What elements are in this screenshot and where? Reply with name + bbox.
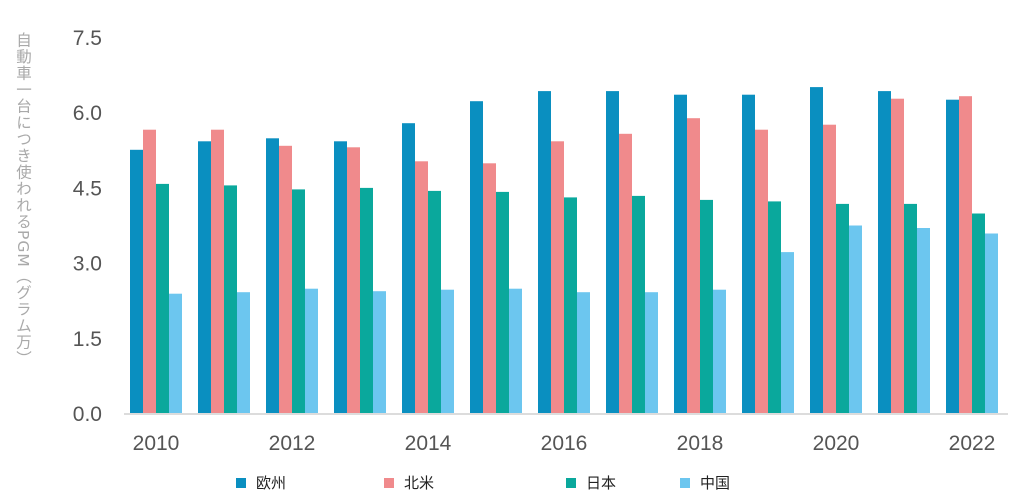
bar-中国-2013[interactable] xyxy=(373,291,386,413)
bar-chart: 0.01.53.04.56.07.5 2010 2012 2014 2016 2018 2… xyxy=(73,27,1008,455)
y-tick-label: 0.0 xyxy=(73,403,102,426)
bar-北米-2014[interactable] xyxy=(415,161,428,413)
bar-欧州-2014[interactable] xyxy=(402,123,415,413)
bar-中国-2011[interactable] xyxy=(237,292,250,413)
bar-中国-2015[interactable] xyxy=(509,288,522,413)
legend-label-north-america: 北米 xyxy=(404,474,435,492)
x-tick-label: 2022 xyxy=(949,432,996,455)
legend-swatch-north-america xyxy=(384,477,394,488)
bar-北米-2019[interactable] xyxy=(755,129,768,413)
bar-欧州-2011[interactable] xyxy=(198,141,211,414)
bar-北米-2015[interactable] xyxy=(483,163,496,413)
bar-中国-2021[interactable] xyxy=(917,228,930,413)
bar-欧州-2021[interactable] xyxy=(878,91,891,413)
bar-中国-2016[interactable] xyxy=(577,292,590,413)
x-tick-label: 2018 xyxy=(677,432,724,455)
x-tick-label: 2016 xyxy=(541,432,588,455)
bar-日本-2017[interactable] xyxy=(632,195,645,413)
bars xyxy=(130,87,998,414)
x-tick-label: 2012 xyxy=(269,432,316,455)
legend-swatch-china xyxy=(680,477,690,488)
y-tick-label: 4.5 xyxy=(73,177,102,200)
bar-欧州-2022[interactable] xyxy=(946,99,959,413)
bar-北米-2013[interactable] xyxy=(347,147,360,414)
bar-中国-2010[interactable] xyxy=(169,293,182,413)
x-tick-label: 2020 xyxy=(813,432,860,455)
legend-label-japan: 日本 xyxy=(586,474,617,492)
legend-item-japan[interactable]: 日本 xyxy=(566,472,616,493)
bar-日本-2018[interactable] xyxy=(700,199,713,413)
bar-中国-2019[interactable] xyxy=(781,252,794,413)
bar-欧州-2016[interactable] xyxy=(538,91,551,413)
x-tick-label: 2014 xyxy=(405,432,452,455)
bar-北米-2018[interactable] xyxy=(687,118,700,413)
bar-欧州-2019[interactable] xyxy=(742,94,755,413)
y-tick-label: 3.0 xyxy=(73,253,102,276)
legend-item-china[interactable]: 中国 xyxy=(680,472,730,493)
bar-日本-2014[interactable] xyxy=(428,190,441,413)
bar-北米-2016[interactable] xyxy=(551,141,564,414)
y-tick-label: 6.0 xyxy=(73,102,102,125)
bar-欧州-2012[interactable] xyxy=(266,138,279,414)
bar-中国-2018[interactable] xyxy=(713,289,726,413)
bar-日本-2011[interactable] xyxy=(224,185,237,413)
bar-欧州-2013[interactable] xyxy=(334,141,347,414)
legend-label-china: 中国 xyxy=(700,474,731,492)
y-axis-ticks: 0.0 1.5 3.0 4.5 6.0 7.5 xyxy=(73,27,102,426)
bar-日本-2010[interactable] xyxy=(156,183,169,413)
bar-欧州-2010[interactable] xyxy=(130,149,143,414)
bar-日本-2020[interactable] xyxy=(836,203,849,413)
legend: 欧州 北米 日本 中国 xyxy=(0,472,1034,494)
bar-日本-2012[interactable] xyxy=(292,189,305,413)
bar-北米-2020[interactable] xyxy=(823,124,836,413)
bar-北米-2010[interactable] xyxy=(143,129,156,413)
bar-日本-2015[interactable] xyxy=(496,191,509,413)
x-axis-ticks: 2010 2012 2014 2016 2018 2020 2022 xyxy=(133,432,996,455)
bar-中国-2014[interactable] xyxy=(441,289,454,413)
bar-北米-2011[interactable] xyxy=(211,129,224,413)
bar-欧州-2020[interactable] xyxy=(810,87,823,413)
bar-北米-2021[interactable] xyxy=(891,98,904,413)
bar-中国-2017[interactable] xyxy=(645,292,658,413)
bar-中国-2012[interactable] xyxy=(305,288,318,413)
y-axis-label: 自動車一台につき使われるPGM（グラム万） xyxy=(14,32,32,367)
bar-日本-2022[interactable] xyxy=(972,213,985,414)
x-tick-label: 2010 xyxy=(133,432,180,455)
bar-中国-2022[interactable] xyxy=(985,233,998,414)
legend-swatch-japan xyxy=(566,477,576,488)
legend-swatch-europe xyxy=(236,477,246,488)
bar-中国-2020[interactable] xyxy=(849,225,862,414)
bar-日本-2019[interactable] xyxy=(768,201,781,413)
legend-label-europe: 欧州 xyxy=(256,474,287,492)
bar-北米-2017[interactable] xyxy=(619,133,632,414)
bar-欧州-2015[interactable] xyxy=(470,101,483,413)
bar-日本-2013[interactable] xyxy=(360,187,373,413)
bar-北米-2022[interactable] xyxy=(959,96,972,413)
bar-北米-2012[interactable] xyxy=(279,145,292,414)
legend-item-europe[interactable]: 欧州 xyxy=(236,472,286,493)
legend-item-north-america[interactable]: 北米 xyxy=(384,472,434,493)
bar-日本-2016[interactable] xyxy=(564,197,577,413)
bar-欧州-2017[interactable] xyxy=(606,91,619,413)
y-tick-label: 1.5 xyxy=(73,328,102,351)
y-tick-label: 7.5 xyxy=(73,27,102,50)
bar-欧州-2018[interactable] xyxy=(674,94,687,413)
bar-日本-2021[interactable] xyxy=(904,203,917,413)
